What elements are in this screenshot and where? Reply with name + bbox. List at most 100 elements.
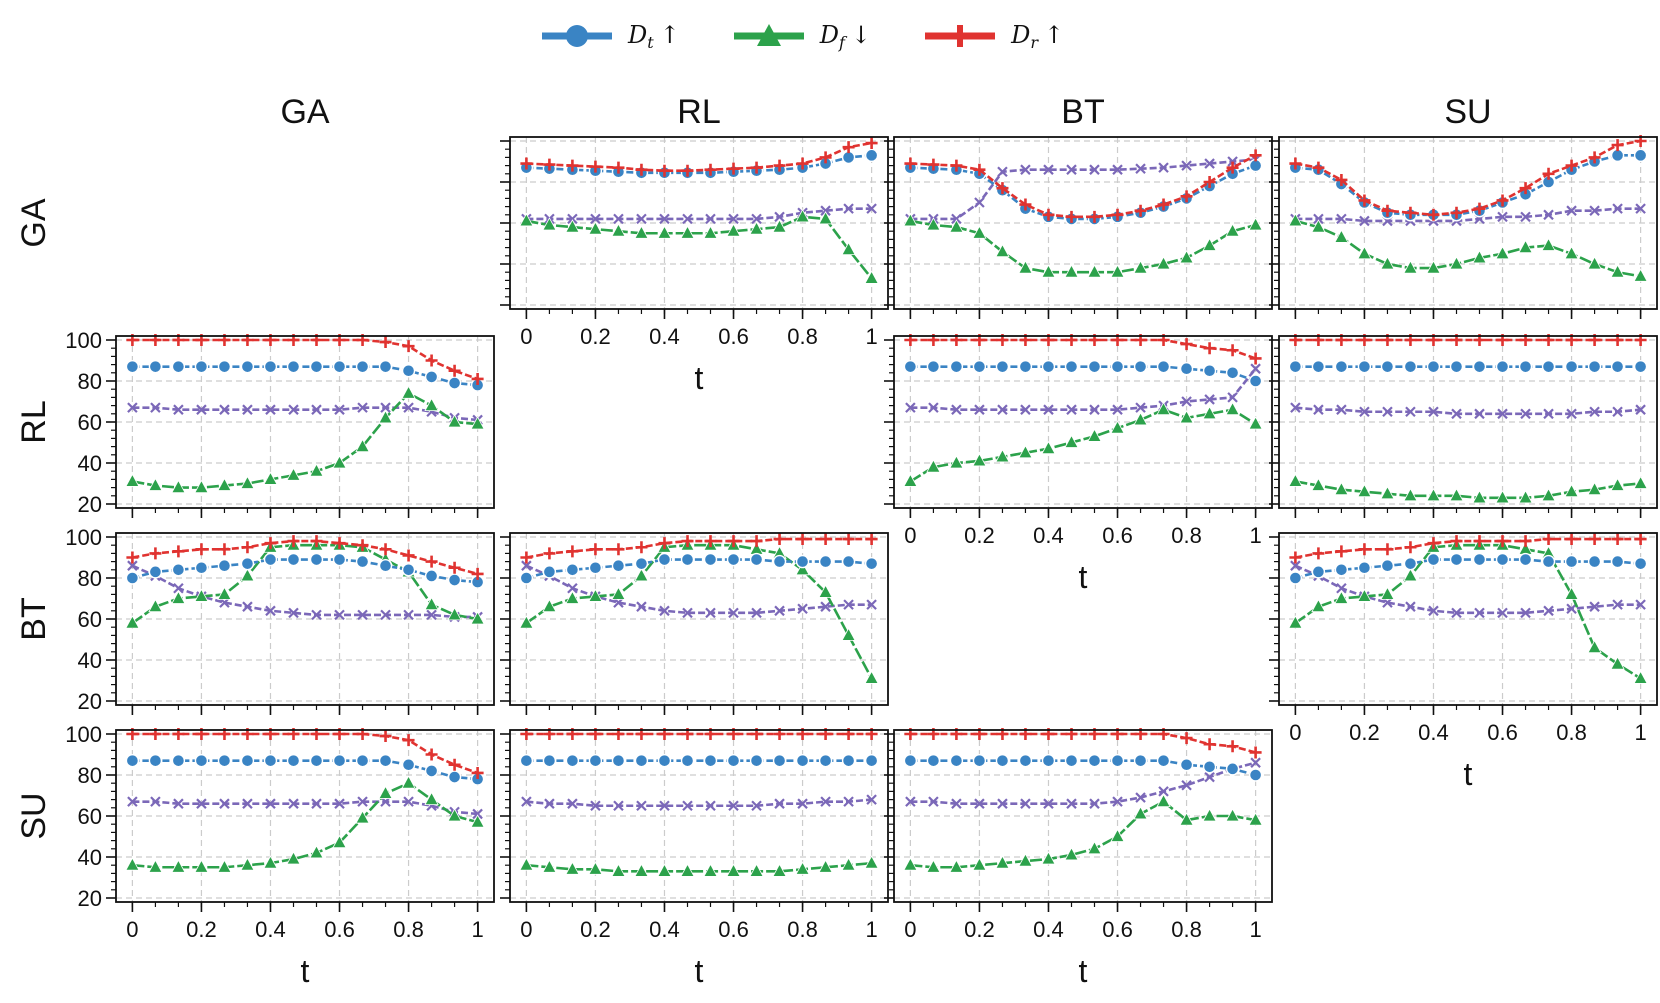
point-df xyxy=(1472,250,1487,264)
point-x xyxy=(1566,205,1577,216)
point-x xyxy=(403,402,414,413)
panel-ga-bt xyxy=(884,136,1273,319)
point-x xyxy=(1313,404,1324,415)
point-df xyxy=(401,385,416,399)
point-df xyxy=(125,857,140,871)
point-dt xyxy=(125,571,140,585)
legend-label-df: Df ↓ xyxy=(819,20,872,52)
point-x xyxy=(1405,601,1416,612)
point-x xyxy=(403,609,414,621)
point-dr xyxy=(402,340,415,353)
point-df xyxy=(841,857,856,871)
point-df xyxy=(749,863,764,877)
point-df xyxy=(1110,264,1125,278)
point-dr xyxy=(149,547,162,560)
point-x xyxy=(265,605,276,617)
point-dt xyxy=(332,552,347,567)
point-df xyxy=(1225,808,1240,822)
point-dt xyxy=(194,753,209,768)
point-x xyxy=(1474,408,1485,420)
point-dr xyxy=(589,543,602,556)
point-dr xyxy=(520,551,533,564)
y-tick-label: 100 xyxy=(65,525,102,550)
column-title-ga: GA xyxy=(280,93,329,131)
point-dt xyxy=(1334,563,1349,577)
series-line-dr xyxy=(132,338,479,381)
point-x xyxy=(997,798,1008,809)
point-df xyxy=(995,449,1010,463)
point-df xyxy=(1541,487,1556,502)
point-dt xyxy=(1225,762,1240,776)
point-x xyxy=(1112,404,1123,415)
point-df xyxy=(1179,410,1194,424)
point-dt xyxy=(1288,359,1303,374)
point-df xyxy=(611,586,626,600)
point-dr xyxy=(1427,208,1440,221)
point-x xyxy=(1158,786,1169,797)
point-df xyxy=(1357,245,1372,260)
point-df xyxy=(1610,264,1625,278)
point-df xyxy=(217,859,232,873)
point-x xyxy=(774,211,785,223)
point-x xyxy=(521,560,532,571)
point-dt xyxy=(1633,556,1648,571)
point-x xyxy=(567,582,578,594)
point-x xyxy=(334,404,345,415)
point-df xyxy=(1610,656,1625,670)
series-line-dr xyxy=(1295,139,1641,217)
point-dt xyxy=(795,753,810,768)
x-tick-label: 0.4 xyxy=(649,917,680,942)
point-dt xyxy=(1403,556,1418,571)
point-x xyxy=(1359,406,1370,418)
point-dr xyxy=(796,533,809,546)
series-line-dt xyxy=(1295,154,1641,217)
point-dt xyxy=(1541,359,1556,374)
point-x xyxy=(659,800,670,812)
point-dr xyxy=(750,161,763,174)
point-x xyxy=(866,599,877,610)
point-dr xyxy=(566,545,579,558)
point-dr xyxy=(1404,541,1417,554)
point-dr xyxy=(1565,159,1578,172)
point-dr xyxy=(1203,342,1216,355)
point-df xyxy=(309,845,324,859)
point-x xyxy=(1428,406,1439,418)
series-line-dt xyxy=(132,759,478,781)
point-x xyxy=(1089,798,1100,809)
point-dr xyxy=(310,535,323,548)
point-x xyxy=(242,798,253,809)
x-axis-label: t xyxy=(1079,559,1088,595)
point-df xyxy=(565,219,580,233)
point-dt xyxy=(240,753,255,768)
point-x xyxy=(1135,402,1146,413)
point-df xyxy=(470,814,485,828)
point-dr xyxy=(1588,151,1601,164)
point-dt xyxy=(972,753,987,768)
point-dt xyxy=(995,359,1010,374)
point-dr xyxy=(1249,746,1262,759)
point-x xyxy=(820,601,831,612)
point-x xyxy=(728,213,739,225)
point-dr xyxy=(1335,545,1348,558)
point-df xyxy=(726,223,741,237)
series-line-dt xyxy=(910,164,1257,221)
point-df xyxy=(926,859,941,873)
point-dr xyxy=(425,354,438,367)
series-line-df xyxy=(1295,219,1641,278)
point-dt xyxy=(841,554,856,569)
point-df xyxy=(1518,239,1533,254)
point-df xyxy=(1587,639,1602,654)
point-dr xyxy=(1358,543,1371,556)
point-x xyxy=(1043,404,1054,415)
point-x xyxy=(1066,164,1077,175)
point-dt xyxy=(1495,552,1510,567)
point-dr xyxy=(904,157,917,170)
point-x xyxy=(820,205,831,216)
point-dt xyxy=(680,753,695,768)
point-x xyxy=(682,800,693,812)
point-dt xyxy=(125,359,140,374)
point-dr xyxy=(773,159,786,172)
point-x xyxy=(357,609,368,621)
point-dr xyxy=(1203,738,1216,751)
